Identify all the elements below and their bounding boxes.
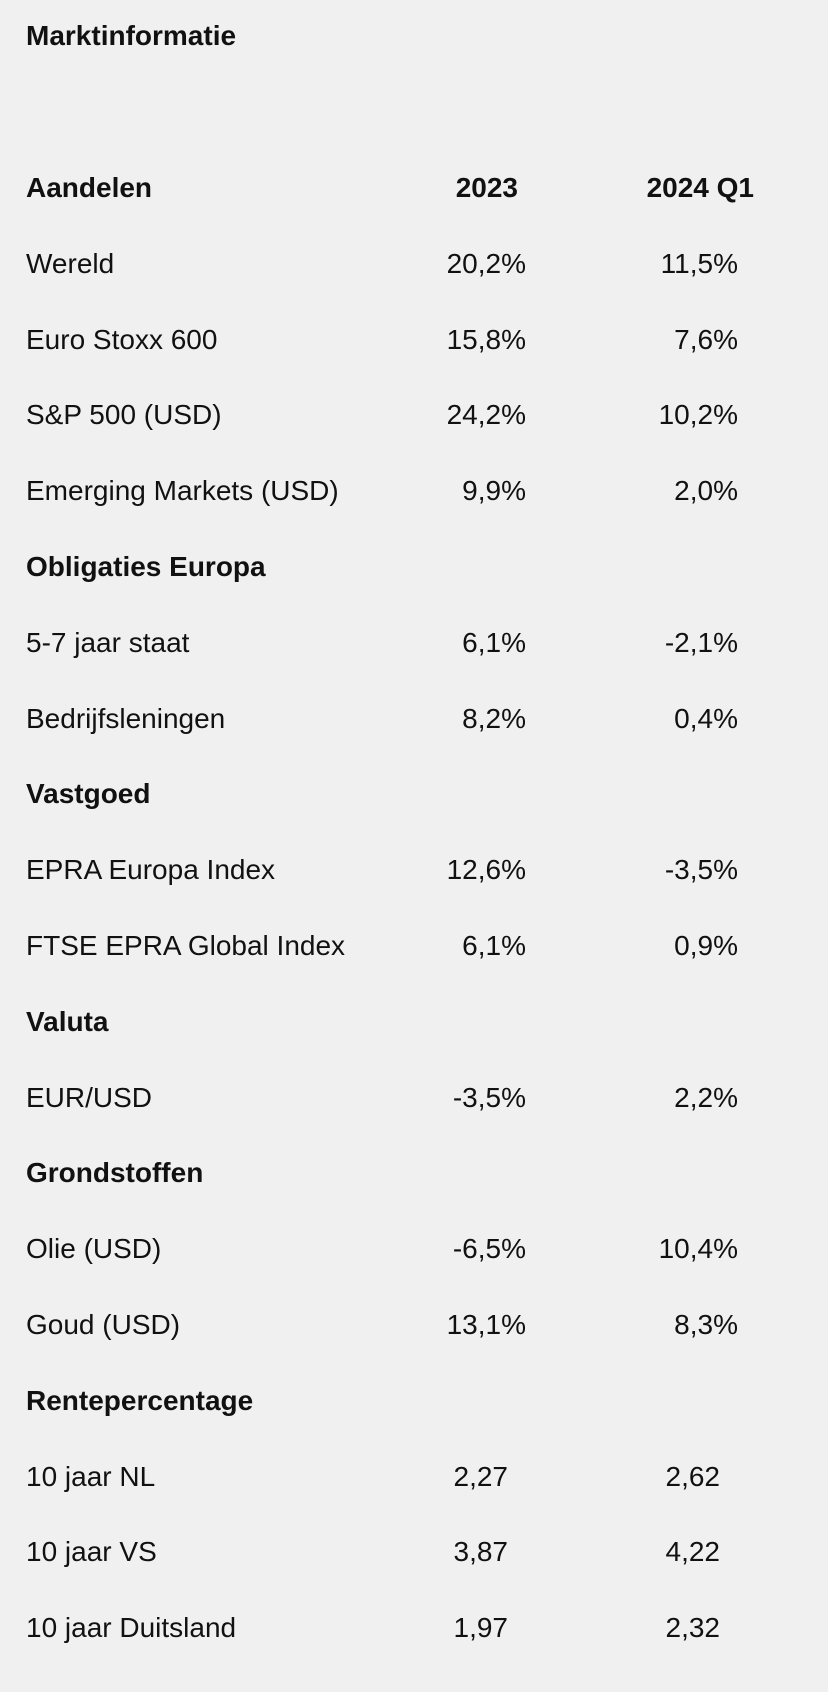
value-2023: 15,8%: [446, 323, 526, 355]
value-2024-q1: 2,0%: [674, 475, 738, 507]
value-2023: 13,1%: [446, 1308, 526, 1340]
table-row: FTSE EPRA Global Index 6,1% 0,9%: [0, 926, 828, 1002]
value-2024-q1: -3,5%: [664, 854, 738, 886]
value-2024-q1: 8,3%: [674, 1308, 738, 1340]
row-label: EUR/USD: [26, 1081, 153, 1113]
table-row: Wereld 20,2% 11,5%: [0, 244, 828, 320]
section-heading: Obligaties Europa: [26, 550, 266, 582]
row-label: EPRA Europa Index: [26, 854, 276, 886]
value-2023: 6,1%: [462, 626, 526, 658]
value-2024-q1: 11,5%: [660, 247, 738, 279]
row-label: 5-7 jaar staat: [26, 626, 190, 658]
table-row: EUR/USD -3,5% 2,2%: [0, 1078, 828, 1154]
section-heading: Rentepercentage: [26, 1384, 254, 1416]
table-header-row: Aandelen 2023 2024 Q1: [0, 168, 828, 244]
table-row: Emerging Markets (USD) 9,9% 2,0%: [0, 471, 828, 547]
table-row: Euro Stoxx 600 15,8% 7,6%: [0, 320, 828, 396]
value-2023: 24,2%: [446, 399, 526, 431]
row-label: Olie (USD): [26, 1233, 162, 1265]
value-2023: 1,97: [453, 1612, 509, 1644]
value-2024-q1: 2,2%: [674, 1081, 738, 1113]
value-2023: 8,2%: [462, 702, 526, 734]
value-2023: 20,2%: [446, 247, 526, 279]
row-label: Euro Stoxx 600: [26, 323, 218, 355]
table-row: Bedrijfsleningen 8,2% 0,4%: [0, 699, 828, 775]
value-2023: 6,1%: [462, 929, 526, 961]
section-heading: Grondstoffen: [26, 1157, 204, 1189]
value-2024-q1: 2,32: [665, 1612, 721, 1644]
table-row: Goud (USD) 13,1% 8,3%: [0, 1305, 828, 1381]
header-2023: 2023: [455, 172, 518, 203]
row-label: 10 jaar VS: [26, 1536, 157, 1568]
row-label: Wereld: [26, 247, 115, 279]
section-heading: Valuta: [26, 1005, 109, 1037]
table-row: 10 jaar Duitsland 1,97 2,32: [0, 1608, 828, 1684]
row-label: 10 jaar Duitsland: [26, 1612, 237, 1644]
row-label: Goud (USD): [26, 1308, 181, 1340]
value-2023: -6,5%: [452, 1233, 526, 1265]
section-row-obligaties: Obligaties Europa: [0, 547, 828, 623]
row-label: S&P 500 (USD): [26, 399, 222, 431]
table-row: 10 jaar VS 3,87 4,22: [0, 1532, 828, 1608]
section-row-rentepercentage: Rentepercentage: [0, 1381, 828, 1457]
table-row: S&P 500 (USD) 24,2% 10,2%: [0, 395, 828, 471]
row-label: 10 jaar NL: [26, 1460, 156, 1492]
header-aandelen: Aandelen: [26, 172, 153, 203]
value-2023: -3,5%: [452, 1081, 526, 1113]
row-label: FTSE EPRA Global Index: [26, 929, 346, 961]
section-row-grondstoffen: Grondstoffen: [0, 1153, 828, 1229]
value-2024-q1: 7,6%: [674, 323, 738, 355]
page-title: Marktinformatie: [26, 20, 237, 51]
value-2024-q1: 10,2%: [658, 399, 738, 431]
value-2024-q1: 0,9%: [674, 929, 738, 961]
section-row-vastgoed: Vastgoed: [0, 774, 828, 850]
section-heading: Vastgoed: [26, 778, 151, 810]
value-2023: 3,87: [453, 1536, 509, 1568]
table-row: Olie (USD) -6,5% 10,4%: [0, 1229, 828, 1305]
section-row-valuta: Valuta: [0, 1002, 828, 1078]
value-2024-q1: 10,4%: [658, 1233, 738, 1265]
row-label: Emerging Markets (USD): [26, 475, 339, 507]
value-2023: 2,27: [453, 1460, 509, 1492]
table-row: EPRA Europa Index 12,6% -3,5%: [0, 850, 828, 926]
value-2024-q1: -2,1%: [664, 626, 738, 658]
header-2024-q1: 2024 Q1: [646, 172, 754, 203]
table-row: 5-7 jaar staat 6,1% -2,1%: [0, 623, 828, 699]
value-2024-q1: 2,62: [665, 1460, 721, 1492]
value-2023: 9,9%: [462, 475, 526, 507]
value-2024-q1: 0,4%: [674, 702, 738, 734]
table-row: 10 jaar NL 2,27 2,62: [0, 1457, 828, 1533]
row-label: Bedrijfsleningen: [26, 702, 226, 734]
value-2023: 12,6%: [446, 854, 526, 886]
value-2024-q1: 4,22: [665, 1536, 721, 1568]
market-table: Aandelen 2023 2024 Q1 Wereld 20,2% 11,5%…: [0, 168, 828, 1684]
